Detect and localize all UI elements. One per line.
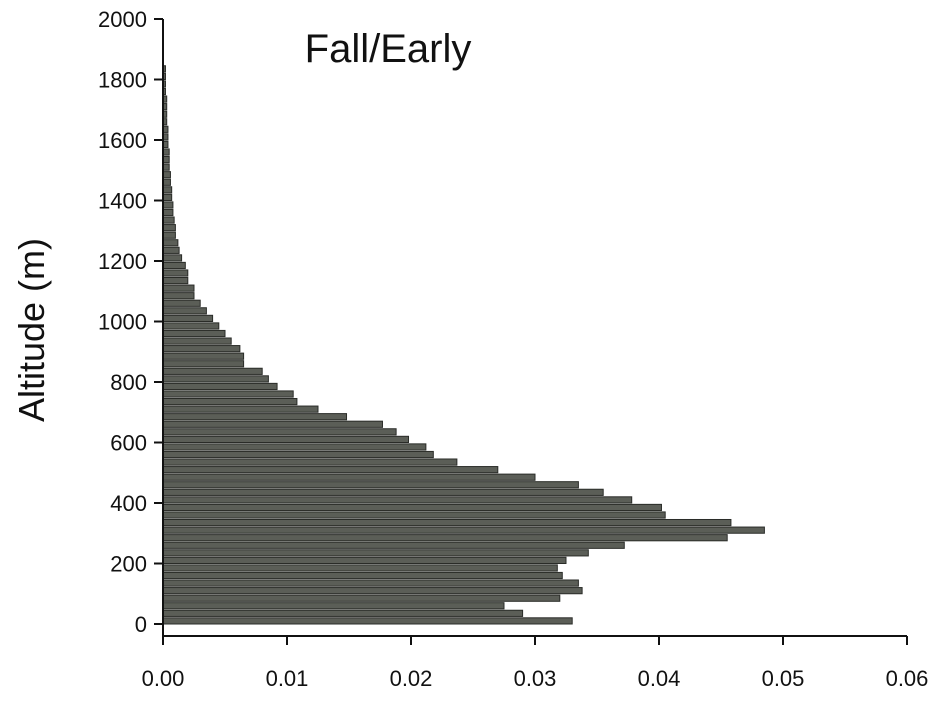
x-tick-label: 0.06	[886, 666, 929, 691]
altitude-bar	[162, 564, 558, 572]
x-tick-label: 0.00	[142, 666, 185, 691]
altitude-bar	[162, 420, 383, 428]
altitude-bar	[162, 269, 189, 277]
altitude-bar	[162, 360, 245, 368]
altitude-bar	[162, 178, 171, 186]
y-ticks: 0 200 400 600 800 1000 1200 1400 1600 1800 2000	[98, 7, 163, 637]
altitude-bar	[162, 526, 765, 534]
y-tick-label: 1400	[98, 189, 147, 214]
altitude-bar	[162, 541, 625, 549]
altitude-bar	[162, 382, 278, 391]
altitude-bar	[162, 367, 263, 375]
altitude-bar	[162, 556, 567, 564]
x-tick-label: 0.01	[266, 666, 309, 691]
altitude-bar	[162, 292, 195, 300]
altitude-bar	[162, 617, 573, 625]
chart-title: Fall/Early	[305, 27, 472, 71]
altitude-bar	[162, 413, 348, 421]
y-tick-label: 0	[135, 612, 147, 637]
altitude-bar	[162, 231, 176, 239]
altitude-bar	[162, 473, 536, 481]
y-tick-label: 1800	[98, 68, 147, 93]
altitude-bar	[162, 186, 173, 194]
y-tick-label: 400	[110, 491, 147, 516]
altitude-bar	[162, 435, 410, 443]
altitude-bar	[162, 594, 561, 602]
altitude-bar	[162, 428, 397, 436]
altitude-bar	[162, 352, 245, 360]
altitude-bar	[162, 171, 171, 179]
altitude-bar	[162, 193, 173, 202]
x-tick-label: 0.05	[762, 666, 805, 691]
altitude-bar	[162, 246, 180, 254]
altitude-bar	[162, 518, 732, 527]
altitude-bar	[162, 314, 214, 322]
altitude-bar	[162, 587, 583, 595]
y-tick-label: 2000	[98, 7, 147, 32]
y-tick-label: 1000	[98, 310, 147, 335]
altitude-bar	[162, 254, 183, 262]
altitude-bar	[162, 458, 458, 466]
x-tick-label: 0.04	[638, 666, 681, 691]
altitude-bar	[162, 503, 662, 512]
altitude-bar	[162, 239, 179, 247]
y-tick-label: 200	[110, 552, 147, 577]
altitude-bar	[162, 276, 189, 285]
altitude-bar	[162, 602, 505, 610]
altitude-bar	[162, 216, 175, 224]
altitude-bar	[162, 345, 241, 353]
altitude-bar	[162, 284, 195, 292]
altitude-bar	[162, 208, 174, 217]
altitude-bar	[162, 329, 226, 338]
altitude-bar	[162, 337, 232, 345]
altitude-bar	[162, 481, 579, 489]
altitude-bar	[162, 322, 220, 330]
altitude-bar	[162, 405, 319, 413]
altitude-bar	[162, 450, 434, 459]
altitude-bar	[162, 511, 666, 519]
x-tick-label: 0.02	[390, 666, 433, 691]
y-axis-title: Altitude (m)	[11, 238, 52, 422]
altitude-bar	[162, 496, 633, 504]
y-tick-label: 800	[110, 370, 147, 395]
altitude-bar	[162, 375, 269, 383]
altitude-bar	[162, 549, 589, 557]
altitude-bar	[162, 466, 499, 474]
altitude-bar	[162, 579, 579, 587]
altitude-bar	[162, 224, 176, 232]
altitude-bar	[162, 397, 298, 406]
altitude-bar	[162, 307, 207, 315]
y-tick-label: 1600	[98, 128, 147, 153]
altitude-bar	[162, 534, 728, 542]
x-ticks: 0.00 0.01 0.02 0.03 0.04 0.05 0.06	[142, 636, 929, 691]
altitude-bar	[162, 609, 524, 617]
altitude-bar	[162, 443, 427, 451]
bars-layer	[162, 65, 765, 625]
altitude-bar	[162, 261, 186, 270]
altitude-bar	[162, 488, 604, 496]
altitude-bar	[162, 299, 201, 307]
y-tick-label: 600	[110, 431, 147, 456]
altitude-bar	[162, 390, 294, 398]
y-tick-label: 1200	[98, 249, 147, 274]
altitude-bar	[162, 201, 174, 209]
x-tick-label: 0.03	[514, 666, 557, 691]
altitude-bar	[162, 571, 563, 580]
